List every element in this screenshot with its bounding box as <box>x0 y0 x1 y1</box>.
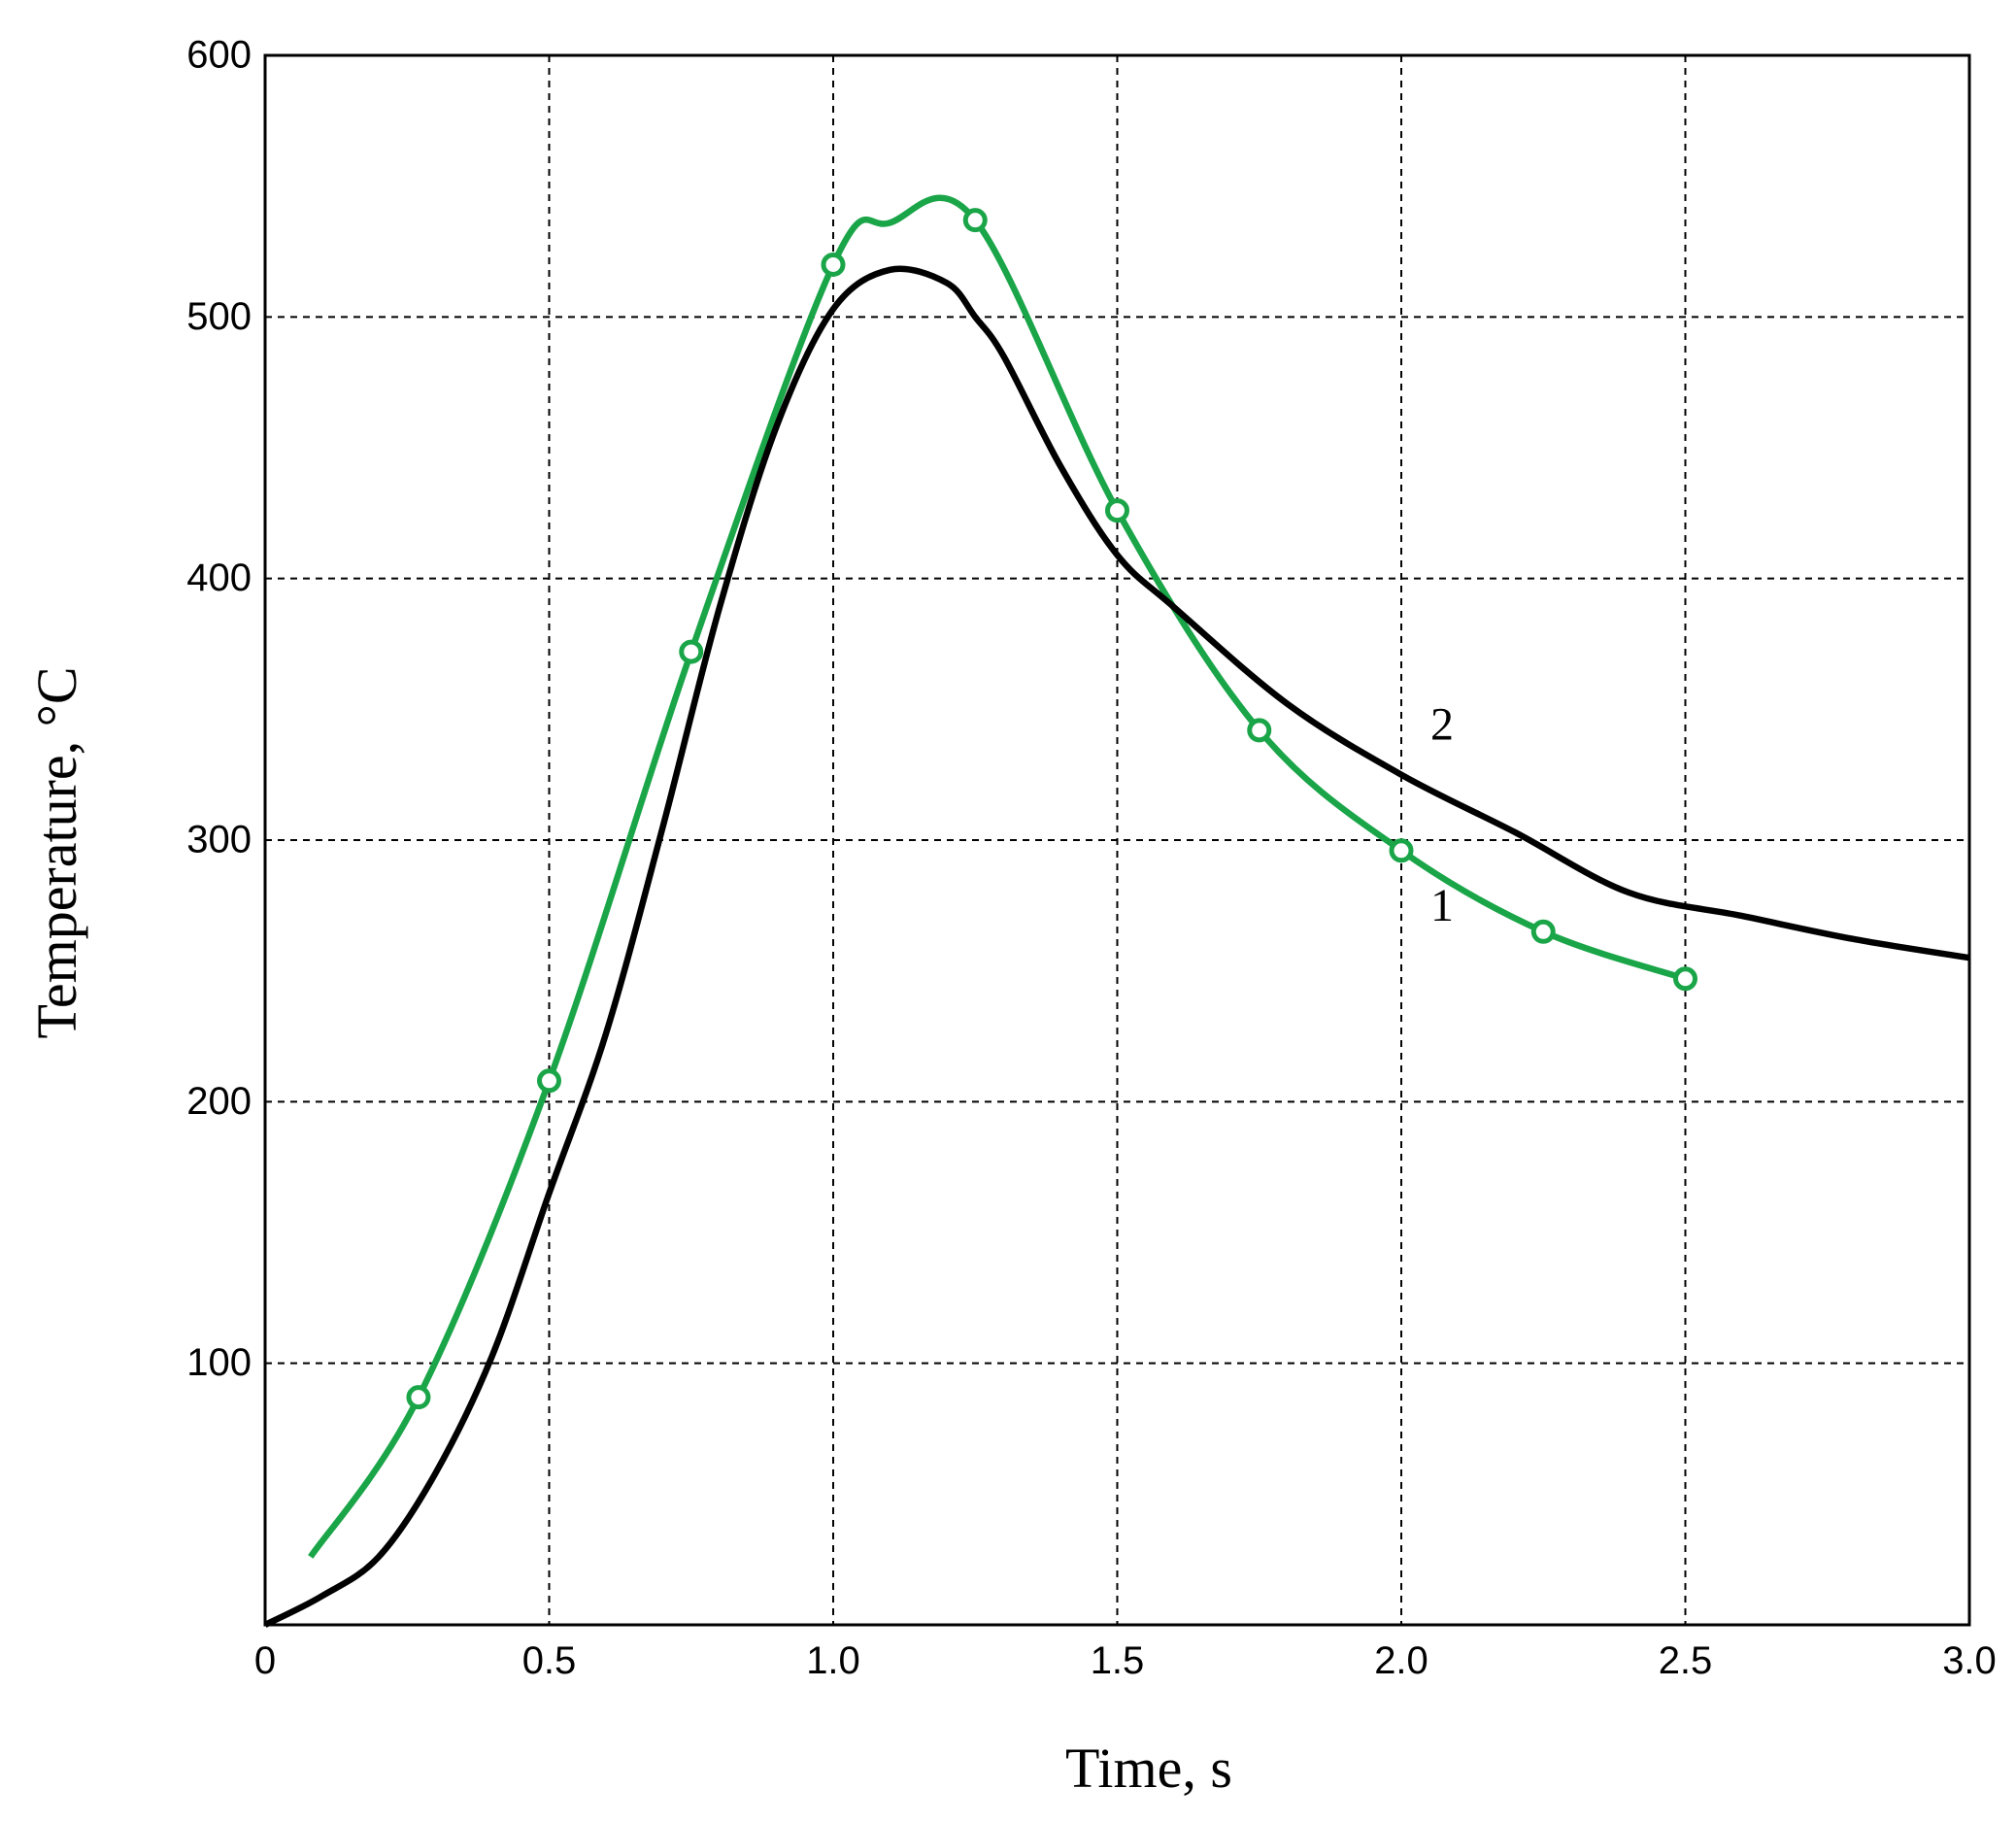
data-marker <box>1105 498 1129 523</box>
x-tick-label: 2.0 <box>1374 1639 1428 1682</box>
y-tick-label: 600 <box>186 34 252 77</box>
data-marker <box>962 208 988 233</box>
x-tick-label: 1.5 <box>1091 1639 1145 1682</box>
curve-label: 1 <box>1430 880 1454 931</box>
plot-frame <box>263 53 1971 1627</box>
data-marker <box>537 1068 561 1094</box>
data-marker <box>1530 919 1556 944</box>
y-axis-title: Temperature, °C <box>25 666 88 1038</box>
y-tick-label: 300 <box>186 819 252 861</box>
x-tick-label: 0 <box>254 1639 276 1682</box>
y-tick-label: 400 <box>186 557 252 599</box>
data-line <box>263 265 1970 1628</box>
x-axis-title: Time, s <box>1065 1737 1232 1800</box>
data-line <box>308 194 1687 1559</box>
x-tick-label: 1.0 <box>806 1639 860 1682</box>
y-tick-label: 100 <box>186 1341 252 1384</box>
data-marker <box>821 252 846 277</box>
curve-label: 2 <box>1430 699 1454 751</box>
y-tick-label: 500 <box>186 295 252 338</box>
x-tick-label: 0.5 <box>522 1639 577 1682</box>
x-tick-label: 3.0 <box>1942 1639 1997 1682</box>
y-tick-label: 200 <box>186 1080 252 1123</box>
data-marker <box>679 639 704 664</box>
data-marker <box>406 1385 431 1410</box>
data-marker <box>1389 838 1414 863</box>
x-tick-label: 2.5 <box>1659 1639 1713 1682</box>
data-marker <box>1673 966 1697 992</box>
data-marker <box>1247 718 1272 743</box>
